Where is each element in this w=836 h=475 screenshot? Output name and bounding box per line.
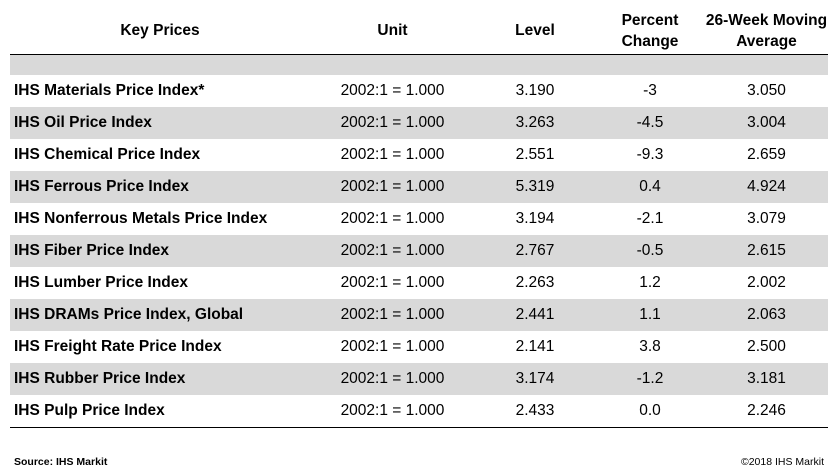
table-row: IHS Nonferrous Metals Price Index 2002:1 … [10, 203, 828, 235]
shaded-spacer-row [10, 54, 828, 75]
level-cell: 2.441 [475, 298, 595, 331]
percent-change-cell: -3 [643, 81, 657, 99]
header-moving-average-line2: Average [736, 32, 797, 50]
header-moving-average-line1: 26-Week Moving [705, 11, 828, 29]
percent-change-cell: 0.4 [595, 170, 705, 203]
unit-cell: 2002:1 = 1.000 [310, 362, 475, 395]
table-row: IHS Materials Price Index* 2002:1 = 1.000… [10, 75, 828, 107]
unit-cell: 2002:1 = 1.000 [310, 234, 475, 267]
table-body: IHS Materials Price Index* 2002:1 = 1.000… [10, 54, 828, 428]
percent-change-cell: -0.5 [595, 234, 705, 267]
table-row: IHS Freight Rate Price Index 2002:1 = 1.0… [10, 331, 828, 363]
moving-average-cell: 2.063 [705, 298, 828, 331]
header-moving-average: 26-Week Moving Average [705, 8, 828, 55]
moving-average-cell: 3.004 [705, 106, 828, 139]
moving-average-cell: 2.659 [747, 145, 786, 163]
header-unit: Unit [310, 8, 475, 55]
table-row: IHS Chemical Price Index 2002:1 = 1.000 2.… [10, 139, 828, 171]
table-row: IHS Rubber Price Index 2002:1 = 1.000 3.17… [10, 362, 828, 395]
table-header: Key Prices Unit Level Percent Change 26-… [10, 8, 828, 55]
unit-cell: 2002:1 = 1.000 [310, 298, 475, 331]
moving-average-cell: 3.181 [705, 362, 828, 395]
price-index-name: IHS Fiber Price Index [10, 234, 310, 267]
table-row: IHS Pulp Price Index 2002:1 = 1.000 2.433 0… [10, 394, 828, 428]
level-cell: 3.174 [475, 362, 595, 395]
level-cell: 2.551 [515, 145, 555, 163]
table-row: IHS Fiber Price Index 2002:1 = 1.000 2.767… [10, 234, 828, 267]
price-index-name: IHS Rubber Price Index [10, 362, 310, 395]
table-row: IHS Ferrous Price Index 2002:1 = 1.000 5.3… [10, 170, 828, 203]
header-key-prices: Key Prices [10, 8, 310, 55]
key-prices-table: Key Prices Unit Level Percent Change 26-… [10, 8, 828, 428]
price-index-name: IHS Chemical Price Index [14, 145, 201, 163]
spacer-cell [10, 54, 828, 75]
header-level: Level [475, 8, 595, 55]
price-index-name: IHS Nonferrous Metals Price Index [14, 209, 268, 227]
moving-average-cell: 2.500 [747, 337, 786, 355]
header-percent-change-line2: Change [621, 32, 679, 50]
percent-change-cell: -2.1 [636, 209, 664, 227]
unit-cell: 2002:1 = 1.000 [310, 394, 475, 428]
table-row: IHS Lumber Price Index 2002:1 = 1.000 2.26… [10, 267, 828, 299]
moving-average-cell: 2.002 [747, 273, 786, 291]
level-cell: 2.767 [475, 234, 595, 267]
moving-average-cell: 2.615 [705, 234, 828, 267]
price-index-name: IHS Ferrous Price Index [10, 170, 310, 203]
price-index-name: IHS Lumber Price Index [14, 273, 188, 291]
unit-cell: 2002:1 = 1.000 [340, 337, 445, 355]
price-index-name: IHS Materials Price Index* [14, 81, 205, 99]
unit-cell: 2002:1 = 1.000 [310, 106, 475, 139]
level-cell: 3.263 [475, 106, 595, 139]
percent-change-cell: 0.0 [595, 394, 705, 428]
unit-cell: 2002:1 = 1.000 [340, 81, 445, 99]
moving-average-cell: 2.246 [705, 394, 828, 428]
price-index-name: IHS DRAMs Price Index, Global [10, 298, 310, 331]
source-note: Source: IHS Markit [14, 456, 108, 468]
moving-average-cell: 3.050 [747, 81, 786, 99]
percent-change-cell: 1.2 [639, 273, 661, 291]
moving-average-cell: 4.924 [705, 170, 828, 203]
level-cell: 2.433 [475, 394, 595, 428]
unit-cell: 2002:1 = 1.000 [340, 273, 445, 291]
level-cell: 3.194 [515, 209, 555, 227]
price-index-name: IHS Pulp Price Index [10, 394, 310, 428]
level-cell: 3.190 [515, 81, 555, 99]
table-row: IHS DRAMs Price Index, Global 2002:1 = 1.… [10, 298, 828, 331]
copyright-note: ©2018 IHS Markit [740, 456, 824, 468]
unit-cell: 2002:1 = 1.000 [340, 209, 445, 227]
level-cell: 2.141 [515, 337, 555, 355]
price-index-name: IHS Freight Rate Price Index [14, 337, 222, 355]
header-percent-change-line1: Percent [621, 11, 679, 29]
header-percent-change: Percent Change [595, 8, 705, 55]
unit-cell: 2002:1 = 1.000 [310, 170, 475, 203]
percent-change-cell: -1.2 [595, 362, 705, 395]
percent-change-cell: -9.3 [636, 145, 664, 163]
table-row: IHS Oil Price Index 2002:1 = 1.000 3.263 -4… [10, 106, 828, 139]
percent-change-cell: 3.8 [639, 337, 661, 355]
header-row: Key Prices Unit Level Percent Change 26-… [10, 8, 828, 55]
percent-change-cell: 1.1 [595, 298, 705, 331]
unit-cell: 2002:1 = 1.000 [340, 145, 445, 163]
percent-change-cell: -4.5 [595, 106, 705, 139]
level-cell: 5.319 [475, 170, 595, 203]
moving-average-cell: 3.079 [747, 209, 786, 227]
level-cell: 2.263 [515, 273, 555, 291]
price-index-name: IHS Oil Price Index [10, 106, 310, 139]
